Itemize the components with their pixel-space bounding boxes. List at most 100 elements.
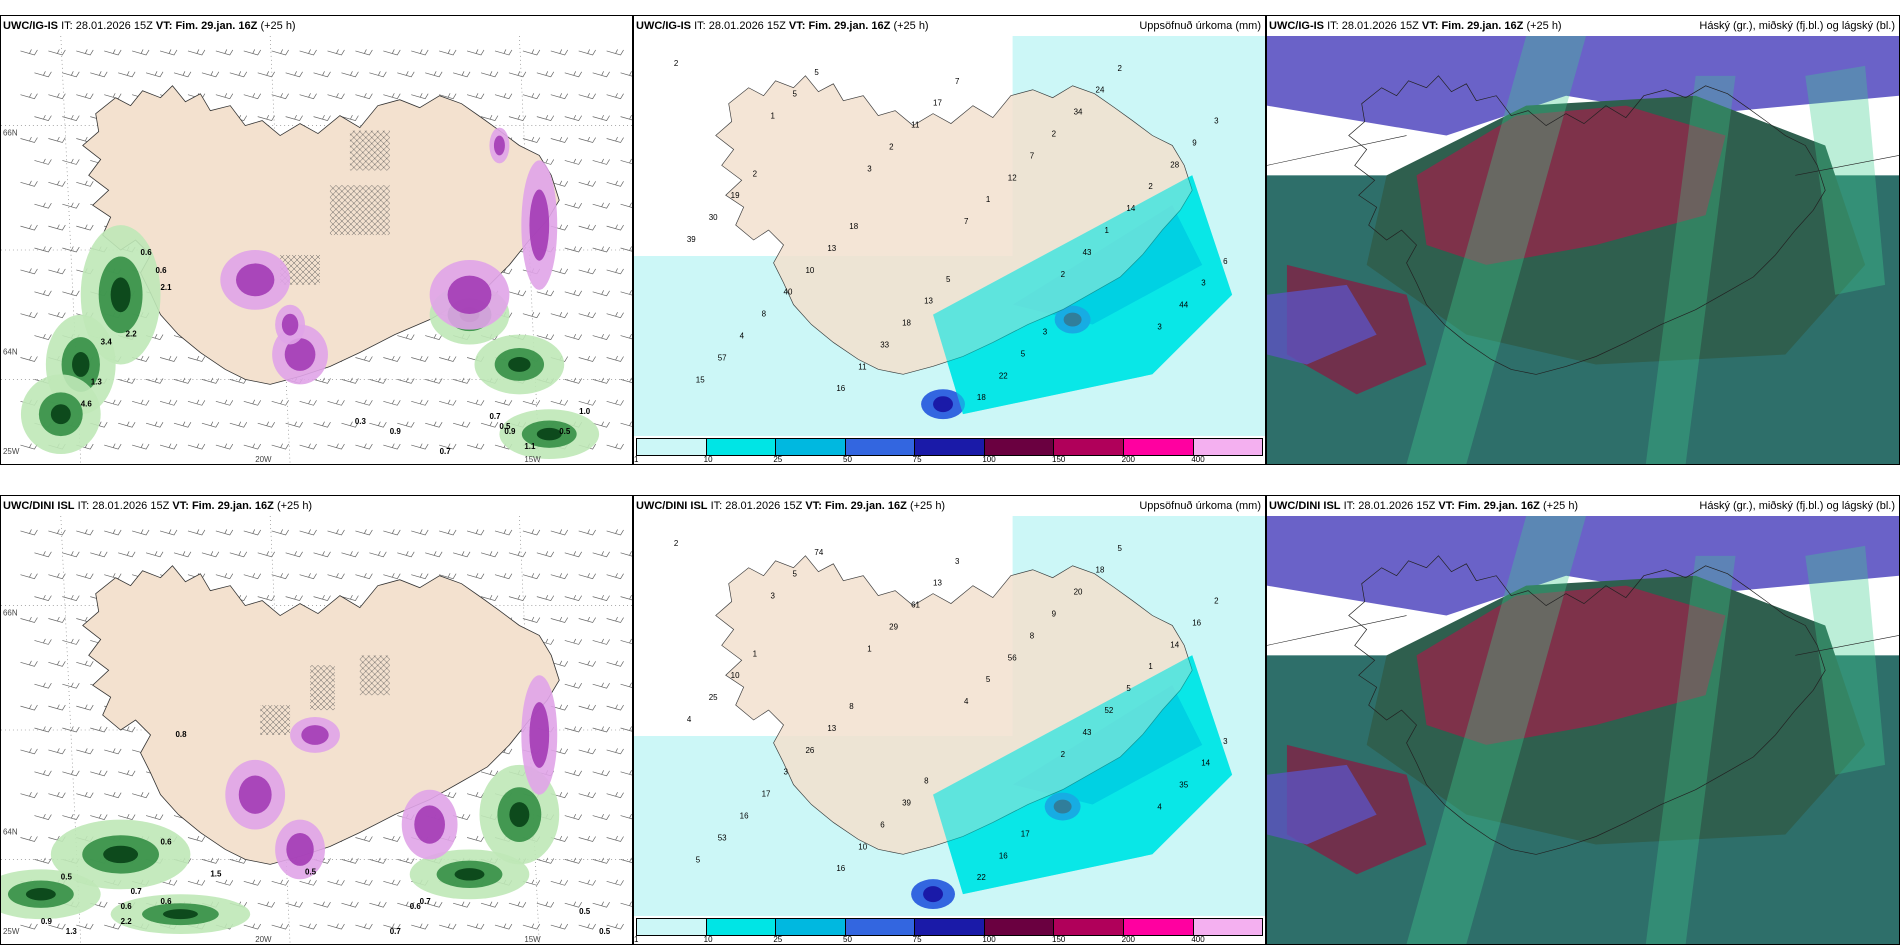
- wind-barb: [159, 355, 178, 362]
- legend-tick: 400: [1191, 455, 1205, 464]
- wind-barb: [20, 923, 38, 930]
- precip-value-label: 9: [1052, 610, 1057, 619]
- precip-value-label: 3: [1223, 737, 1228, 746]
- wind-barb: [118, 377, 136, 384]
- wind-barb: [397, 901, 415, 908]
- wind-map[interactable]: 0.6 0.6 2.1 3.4 2.2 1.3 0.9 0.7 0.5 0.7 0.3 0.9 1.0 0…: [1, 36, 632, 464]
- iceland-outline: [1348, 555, 1826, 855]
- wind-barb: [592, 377, 610, 384]
- precip-value-label: 30: [709, 213, 718, 222]
- wind-barb: [620, 770, 632, 776]
- precip-value-label: 74: [814, 548, 823, 557]
- snow-area-heavy: [284, 338, 316, 371]
- precip-value-label: 3: [784, 768, 789, 777]
- rain-area-heavy: [50, 404, 71, 425]
- axis-label: 64N: [3, 828, 18, 837]
- wind-barb: [606, 835, 624, 842]
- cloud-map[interactable]: [1267, 516, 1899, 944]
- wind-barb: [20, 616, 38, 623]
- rain-value-label: 3.4: [101, 338, 113, 347]
- precip-value-label: 44: [1179, 301, 1188, 310]
- wind-barb: [132, 49, 150, 56]
- legend-swatch: [915, 439, 985, 455]
- snow-area-heavy: [447, 275, 492, 314]
- wind-barb: [355, 355, 373, 362]
- snow-hatch: [260, 705, 291, 735]
- precip-value-label: 17: [762, 790, 771, 799]
- wind-barb: [48, 616, 66, 623]
- precip-value-label: 9: [1192, 138, 1197, 147]
- wind-barb: [620, 71, 632, 77]
- wind-barb: [606, 268, 624, 275]
- precip-map[interactable]: 2 3 1 4 2 4 5 5 29 5 43 35 53 74 61 56 52 14 16 16 13 8 5 3 17 10…: [634, 516, 1265, 916]
- wind-barb: [522, 312, 541, 319]
- wind-barb: [480, 114, 499, 122]
- wind-barb: [20, 443, 38, 450]
- legend-tick: 150: [1052, 455, 1066, 464]
- wind-barb: [439, 49, 457, 56]
- precip-value-label: 33: [880, 340, 889, 349]
- precip-value-label: 53: [718, 833, 727, 842]
- precip-value-label: 3: [867, 164, 872, 173]
- wind-barb: [606, 748, 624, 755]
- wind-barb: [215, 93, 234, 100]
- wind-barb: [327, 93, 345, 100]
- cloud-title: Háský (gr.), miðský (fj.bl.) og lágský (…: [1699, 16, 1895, 36]
- precip-map[interactable]: 2 1 3 7 2 3 15 5 2 1 43 44 57 5 11 12 1 3 4 16 17 7 14 6 8 11 7 2 2 3…: [634, 36, 1265, 436]
- wind-barb: [536, 551, 555, 558]
- wind-barb: [90, 813, 108, 820]
- precip-value-label: 1: [771, 112, 776, 121]
- wind-barb: [564, 377, 583, 384]
- wind-barb: [592, 333, 610, 340]
- legend-tick: 1: [634, 935, 639, 944]
- precip-value-label: 7: [955, 77, 960, 86]
- rain-value-label: 1.1: [524, 442, 536, 451]
- wind-barb: [550, 312, 569, 319]
- precip-value-label: 1: [867, 644, 872, 653]
- precip-legend: 1 10 25 50 75 100 150 200 400: [634, 916, 1265, 944]
- cloud-map[interactable]: [1267, 36, 1899, 464]
- precip-value-label: 2: [1052, 130, 1057, 139]
- wind-barb: [313, 71, 331, 78]
- wind-barb: [494, 573, 513, 580]
- rain-area-heavy: [110, 277, 131, 313]
- wind-barb: [564, 770, 583, 777]
- axis-label: 20W: [255, 935, 272, 944]
- wind-barb: [215, 399, 234, 406]
- wind-barb: [229, 857, 248, 864]
- wind-barb: [564, 857, 583, 864]
- wind-barb: [257, 551, 275, 558]
- panel-title: UWC/IG-IS IT: 28.01.2026 15Z VT: Fim. 29…: [1, 16, 632, 36]
- wind-barb: [411, 93, 429, 100]
- wind-barb: [34, 158, 52, 165]
- wind-barb: [592, 682, 610, 689]
- wind-barb: [20, 792, 38, 799]
- snow-area-heavy: [529, 189, 550, 261]
- wind-barb: [620, 901, 632, 907]
- wind-barb: [411, 573, 429, 580]
- wind-barb: [34, 770, 52, 777]
- precip-value-label: 3: [1214, 117, 1219, 126]
- wind-barb: [145, 551, 164, 558]
- wind-barb: [62, 114, 80, 122]
- precip-value-label: 16: [999, 851, 1008, 860]
- wind-barb: [466, 49, 485, 56]
- precip-value-label: 5: [1021, 349, 1026, 358]
- wind-barb: [564, 682, 583, 689]
- wind-barb: [494, 399, 513, 406]
- wind-map[interactable]: 0.6 0.8 0.5 0.7 0.6 0.9 1.3 2.2 0.5 0.7 0.5 0.6 0.5 0…: [1, 516, 632, 944]
- wind-barb: [20, 136, 38, 143]
- precip-value-label: 52: [1105, 706, 1114, 715]
- wind-barb: [76, 660, 94, 667]
- wind-barb: [592, 857, 610, 864]
- snow-hatch: [359, 655, 390, 696]
- rain-value-label: 0.8: [175, 730, 187, 739]
- precip-value-label: 3: [955, 557, 960, 566]
- wind-barb: [550, 93, 569, 100]
- wind-barb: [439, 443, 457, 450]
- legend-tick: 25: [773, 935, 783, 944]
- rain-value-label: 0.6: [141, 248, 153, 257]
- wind-barb: [620, 594, 632, 601]
- wind-barb: [62, 726, 80, 733]
- wind-barb: [201, 551, 220, 558]
